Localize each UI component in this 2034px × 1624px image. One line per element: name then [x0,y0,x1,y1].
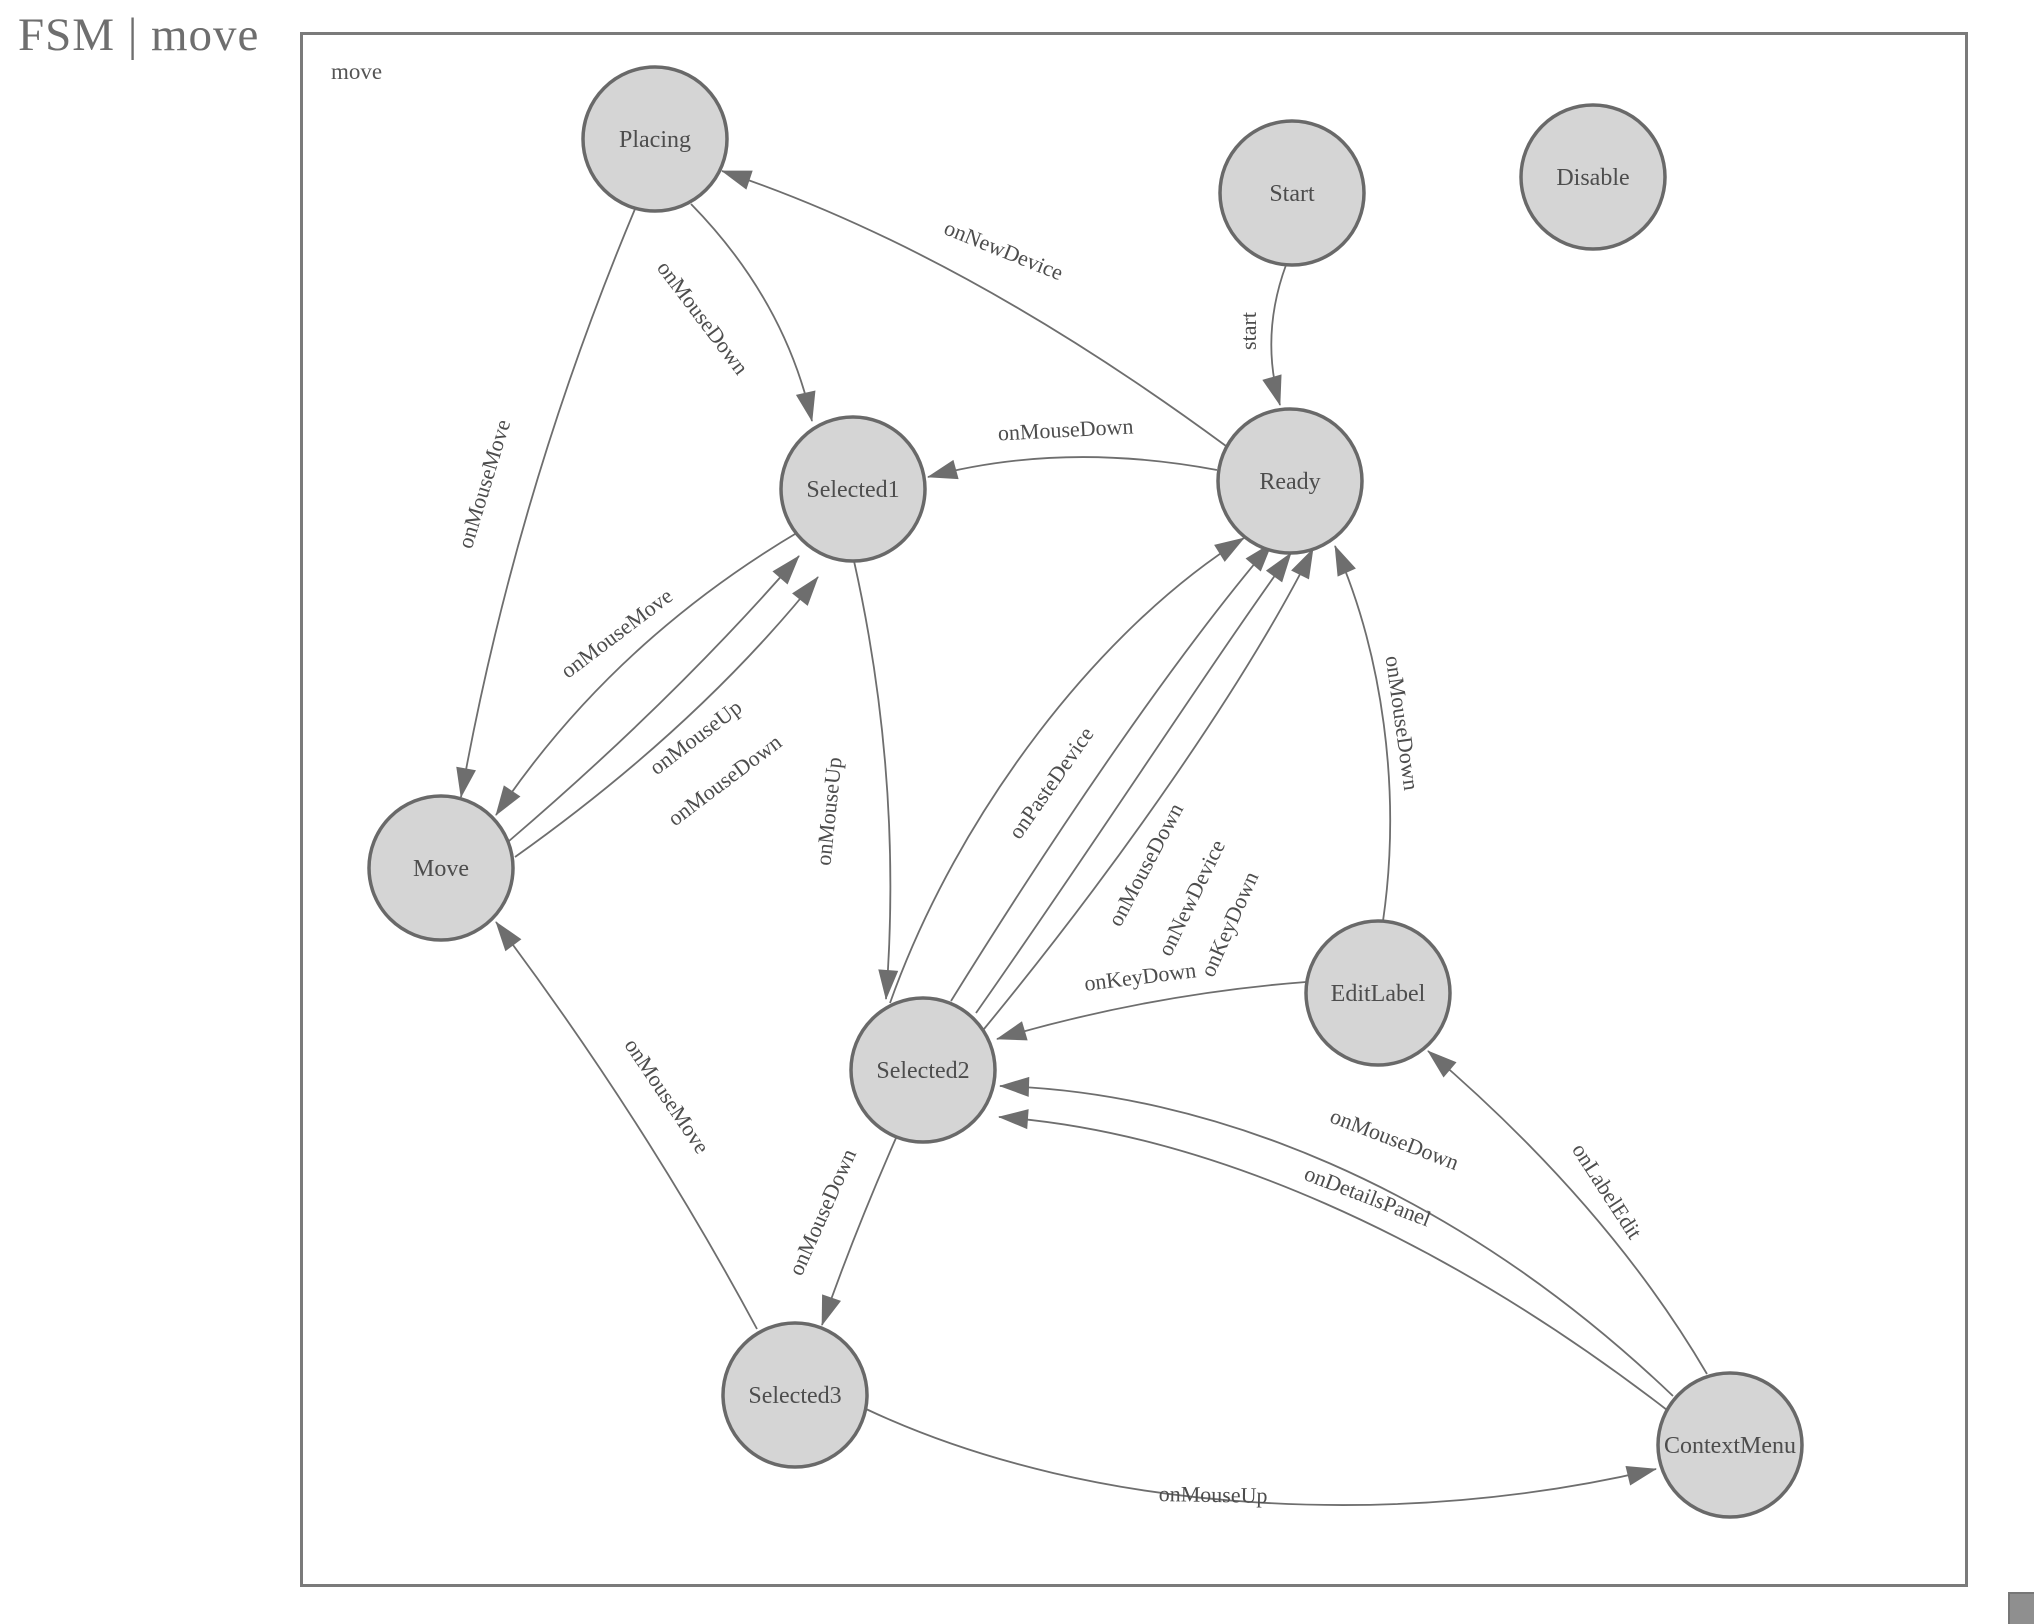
transition-path[interactable] [950,542,1273,1002]
transition-label: onMouseUp [1159,1481,1268,1508]
state-label-placing: Placing [619,127,691,153]
state-node-start[interactable]: Start [1218,119,1366,267]
transition-ready-to-placing-onNewDevice[interactable]: onNewDevice [721,170,1227,447]
state-circle-placing[interactable] [581,65,729,213]
state-label-disable: Disable [1556,165,1629,191]
transition-label: onPasteDevice [1003,722,1098,843]
transition-path[interactable] [514,576,819,858]
state-circle-contextmenu[interactable] [1656,1371,1804,1519]
transition-path[interactable] [983,548,1314,1030]
transition-move-to-selected1-onMouseDown[interactable]: onMouseDown [514,576,819,858]
scrollbar-corner [2008,1592,2034,1624]
transition-selected2-to-selected3-onMouseDown[interactable]: onMouseDown [783,1137,897,1326]
transition-label: onMouseMove [556,583,677,683]
state-circle-start[interactable] [1218,119,1366,267]
transition-path[interactable] [996,981,1307,1041]
state-node-disable[interactable]: Disable [1519,103,1667,251]
state-label-selected1: Selected1 [806,477,899,503]
transition-path[interactable] [998,1109,1668,1411]
transition-path[interactable] [927,456,1218,480]
transition-label: onMouseDown [783,1145,861,1279]
transition-path[interactable] [1427,1050,1708,1375]
transition-ready-to-selected1-onMouseDown[interactable]: onMouseDown [927,413,1218,480]
state-label-start: Start [1269,181,1315,207]
state-label-ready: Ready [1259,469,1320,495]
state-circle-selected3[interactable] [721,1321,869,1469]
state-circle-ready[interactable] [1216,407,1364,555]
state-node-placing[interactable]: Placing [581,65,729,213]
transition-path[interactable] [1262,264,1287,406]
transition-path[interactable] [690,203,816,422]
transition-placing-to-move-onMouseMove[interactable]: onMouseMove [452,208,636,798]
transition-label: onMouseDown [1381,654,1425,792]
transition-selected3-to-move-onMouseMove[interactable]: onMouseMove [495,921,758,1330]
state-label-editlabel: EditLabel [1331,981,1426,1007]
transition-path[interactable] [721,170,1227,447]
transition-label: onMouseUp [810,756,846,867]
transition-start-to-ready-start[interactable]: start [1236,264,1287,406]
transition-path[interactable] [1334,545,1392,922]
transition-editlabel-to-selected2-onKeyDown[interactable]: onKeyDown [996,957,1307,1041]
state-node-selected3[interactable]: Selected3 [721,1321,869,1469]
transition-path[interactable] [456,208,636,798]
state-circle-selected1[interactable] [779,415,927,563]
state-circle-disable[interactable] [1519,103,1667,251]
transition-selected1-to-selected2-onMouseUp[interactable]: onMouseUp [810,560,899,1000]
transition-label: onDetailsPanel [1301,1160,1434,1231]
state-circle-selected2[interactable] [849,996,997,1144]
transition-path[interactable] [975,552,1292,1014]
state-node-contextmenu[interactable]: ContextMenu [1656,1371,1804,1519]
state-node-editlabel[interactable]: EditLabel [1304,919,1452,1067]
transition-label: onLabelEdit [1567,1139,1647,1244]
state-label-move: Move [413,856,469,882]
transition-label: start [1236,312,1261,350]
transition-editlabel-to-ready-onMouseDown[interactable]: onMouseDown [1334,545,1425,922]
transition-path[interactable] [508,555,800,842]
transition-selected3-to-contextmenu-onMouseUp[interactable]: onMouseUp [865,1408,1657,1508]
transition-label: onKeyDown [1083,957,1198,996]
transition-label: onMouseDown [997,413,1134,445]
transition-contextmenu-to-editlabel-onLabelEdit[interactable]: onLabelEdit [1427,1050,1708,1375]
frame-label: move [331,59,383,84]
transition-contextmenu-to-selected2-onDetailsPanel[interactable]: onDetailsPanel [998,1109,1668,1411]
transition-path[interactable] [999,1076,1674,1397]
transition-path[interactable] [889,537,1245,1004]
transition-path[interactable] [865,1408,1657,1506]
transition-label: onMouseMove [452,416,515,551]
state-label-selected2: Selected2 [876,1058,969,1084]
transition-label: onMouseMove [620,1034,715,1158]
transition-placing-to-selected1-onMouseDown[interactable]: onMouseDown [652,203,816,422]
state-node-move[interactable]: Move [367,794,515,942]
transition-label: onMouseDown [652,256,754,379]
state-node-ready[interactable]: Ready [1216,407,1364,555]
transition-selected2-to-ready-onPasteDevice[interactable]: onPasteDevice [889,537,1245,1004]
state-node-selected1[interactable]: Selected1 [779,415,927,563]
transition-path[interactable] [495,921,758,1330]
transition-path[interactable] [495,530,801,816]
transition-label: onMouseDown [1327,1103,1463,1175]
transition-contextmenu-to-selected2-onMouseDown[interactable]: onMouseDown [999,1076,1674,1397]
page-title: FSM | move [18,9,260,61]
transition-path[interactable] [853,560,899,1000]
state-circle-move[interactable] [367,794,515,942]
transition-path[interactable] [821,1137,897,1326]
transition-selected2-to-ready-onNewDevice[interactable]: onNewDevice [975,552,1292,1014]
state-label-contextmenu: ContextMenu [1664,1433,1796,1459]
state-label-selected3: Selected3 [748,1383,841,1409]
state-node-selected2[interactable]: Selected2 [849,996,997,1144]
state-circle-editlabel[interactable] [1304,919,1452,1067]
